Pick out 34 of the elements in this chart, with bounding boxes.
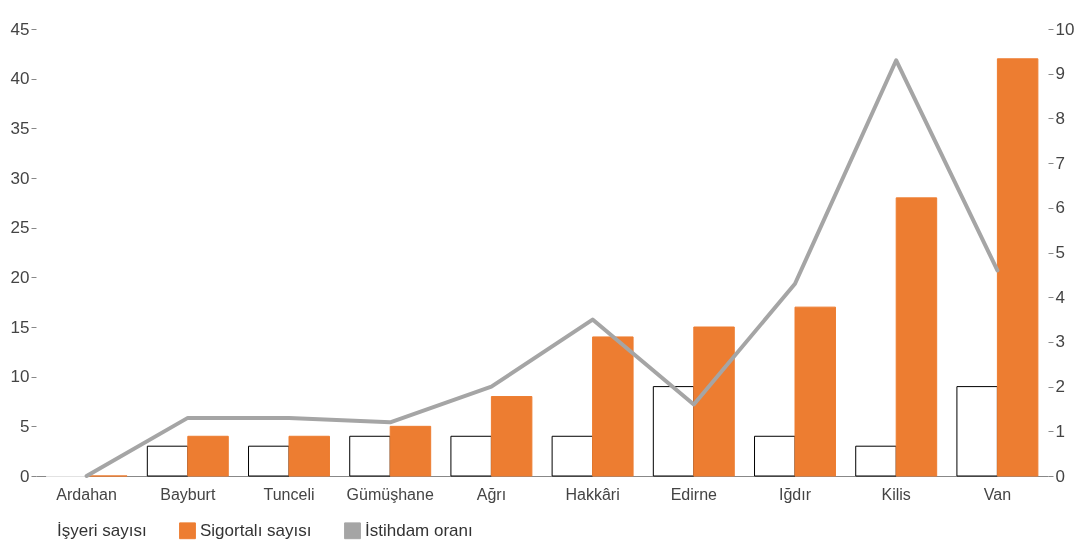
x-tick-label: Ardahan bbox=[56, 485, 117, 503]
y2-tick-label: 7 bbox=[1055, 153, 1065, 173]
y2-tick-label: 8 bbox=[1055, 108, 1065, 128]
y2-tick-label: 9 bbox=[1055, 64, 1065, 84]
x-tick-label: Kilis bbox=[881, 485, 911, 503]
y2-tick-label: 2 bbox=[1055, 377, 1065, 397]
y2-tick-label: 5 bbox=[1055, 243, 1065, 262]
legend-label: İstihdam oranı bbox=[365, 520, 473, 540]
text: İşyeri sayısı bbox=[57, 520, 147, 540]
x-tick-label: Hakkâri bbox=[565, 485, 620, 503]
y-tick-label: 35 bbox=[10, 118, 30, 138]
legend-label: Sigortalı sayısı bbox=[200, 520, 312, 540]
x-tick-label: Iğdır bbox=[778, 485, 812, 503]
y2-tick-label: 1 bbox=[1055, 421, 1065, 441]
y-tick-label: 0 bbox=[20, 466, 30, 486]
x-tick-label: Bayburt bbox=[160, 485, 216, 503]
y-tick-label: 30 bbox=[10, 168, 30, 188]
y2-tick-label: 10 bbox=[1055, 19, 1075, 39]
y-tick-label: 45 bbox=[10, 19, 30, 39]
y2-tick-label: 0 bbox=[1055, 466, 1065, 486]
y-tick-label: 10 bbox=[10, 367, 30, 387]
x-tick-label: Tunceli bbox=[263, 485, 315, 503]
y2-tick-label: 6 bbox=[1055, 198, 1065, 218]
y2-tick-label: 3 bbox=[1055, 332, 1065, 352]
y-tick-label: 5 bbox=[20, 416, 30, 436]
x-tick-label: Van bbox=[983, 485, 1012, 503]
x-tick-label: Ağrı bbox=[476, 485, 507, 503]
y2-tick-label: 4 bbox=[1055, 287, 1065, 307]
y-tick-label: 15 bbox=[10, 317, 30, 337]
x-tick-label: Gümüşhane bbox=[346, 485, 434, 503]
y-tick-label: 20 bbox=[10, 267, 30, 287]
y-tick-label: 40 bbox=[10, 69, 30, 89]
y-tick-label: 25 bbox=[10, 218, 30, 238]
x-tick-label: Edirne bbox=[670, 485, 718, 503]
